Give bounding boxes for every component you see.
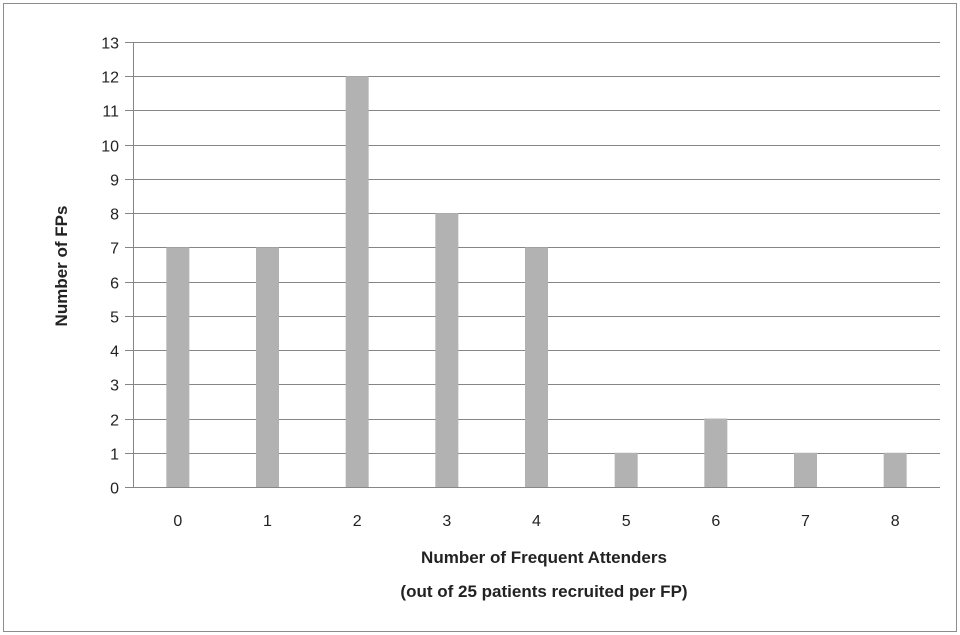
- y-tick-label: 7: [110, 241, 119, 258]
- bar-5: [614, 452, 638, 487]
- x-tick-label: 7: [801, 513, 810, 530]
- chart-frame: [3, 3, 957, 632]
- gridlines: [125, 42, 940, 488]
- bar-0: [166, 247, 190, 487]
- bar-3: [435, 213, 459, 487]
- x-axis-title-line2: (out of 25 patients recruited per FP): [400, 582, 687, 601]
- y-tick-label: 6: [110, 276, 119, 293]
- y-tick-label: 13: [101, 36, 119, 53]
- x-tick-label: 6: [711, 513, 720, 530]
- y-tick-label: 0: [110, 481, 119, 498]
- bar-4: [525, 247, 548, 487]
- x-tick-label: 3: [442, 513, 451, 530]
- y-tick-label: 11: [102, 104, 119, 121]
- x-tick-label: 4: [532, 513, 541, 530]
- bar-2: [345, 76, 369, 487]
- x-axis-title-line1: Number of Frequent Attenders: [421, 548, 667, 567]
- x-tick-label: 8: [891, 513, 900, 530]
- x-tick-label: 5: [622, 513, 631, 530]
- y-tick-label: 10: [101, 139, 119, 156]
- bar-6: [704, 418, 728, 487]
- x-tick-label: 1: [263, 513, 272, 530]
- bar-1: [256, 247, 279, 487]
- y-axis-title: Number of FPs: [52, 206, 71, 327]
- y-tick-label: 5: [110, 310, 119, 327]
- bar-7: [794, 452, 817, 487]
- y-tick-label: 1: [110, 447, 119, 464]
- y-tick-label: 8: [110, 207, 119, 224]
- bars: [166, 76, 907, 487]
- x-tick-label: 0: [173, 513, 182, 530]
- y-tick-label: 3: [110, 378, 119, 395]
- bar-8: [883, 452, 907, 487]
- x-tick-label: 2: [353, 513, 362, 530]
- y-tick-label: 9: [110, 173, 119, 190]
- x-tick-labels: 0 1 2 3 4 5 6 7 8: [173, 513, 899, 530]
- y-tick-label: 4: [110, 344, 119, 361]
- y-tick-label: 2: [110, 413, 119, 430]
- y-tick-label: 12: [101, 70, 119, 87]
